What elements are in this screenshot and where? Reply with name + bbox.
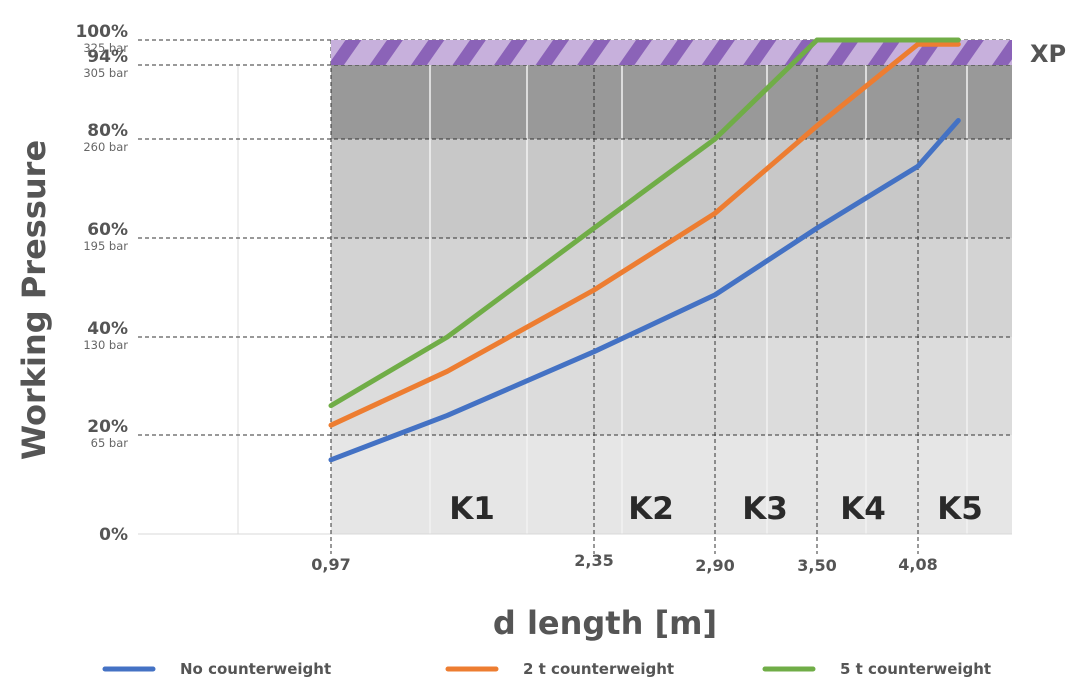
y-tick-bar-94: 305 bar — [83, 66, 128, 80]
y-tick-label-60: 60% — [87, 220, 128, 240]
pressure-band-4 — [331, 65, 1012, 139]
series-line-0 — [328, 118, 961, 463]
legend-label-1: 2 t counterweight — [523, 660, 674, 678]
x-tick-label-0,97: 0,97 — [311, 555, 350, 574]
zone-backgrounds — [331, 65, 1012, 534]
pressure-band-2 — [331, 238, 1012, 337]
y-tick-label-40: 40% — [87, 319, 128, 339]
zone-label-K5: K5 — [937, 491, 983, 527]
series-line-2 — [328, 37, 961, 409]
zone-label-K1: K1 — [449, 491, 495, 527]
y-tick-label-20: 20% — [87, 417, 128, 437]
x-tick-label-2,90: 2,90 — [695, 556, 734, 575]
x-axis-title: d length [m] — [493, 604, 717, 642]
x-tick-label-3,50: 3,50 — [797, 556, 836, 575]
legend-label-0: No counterweight — [180, 660, 331, 678]
y-axis-title: Working Pressure — [15, 140, 53, 460]
legend-label-2: 5 t counterweight — [840, 660, 991, 678]
series-line-1 — [328, 41, 961, 428]
zone-label-K4: K4 — [840, 491, 886, 527]
y-tick-label-80: 80% — [87, 121, 128, 141]
zone-label-K3: K3 — [742, 491, 788, 527]
y-tick-bar-20: 65 bar — [91, 436, 129, 450]
axis-labels: 0% 20%65 bar 40%130 bar 60%195 bar 80%260 ba… — [75, 22, 1066, 575]
y-tick-bar-80: 260 bar — [83, 140, 128, 154]
zone-label-K2: K2 — [628, 491, 674, 527]
pressure-band-0 — [331, 435, 1012, 534]
series-lines — [328, 37, 961, 463]
x-tick-label-2,35: 2,35 — [574, 551, 613, 570]
y-tick-bar-100: 325 bar — [83, 41, 128, 55]
y-tick-bar-60: 195 bar — [83, 239, 128, 253]
legend: No counterweight 2 t counterweight 5 t cou… — [102, 660, 991, 678]
y-tick-label-94: 94% — [87, 47, 128, 67]
pressure-band-3 — [331, 139, 1012, 238]
y-tick-bar-40: 130 bar — [83, 338, 128, 352]
y-tick-label-0: 0% — [99, 525, 128, 545]
x-tick-label-4,08: 4,08 — [898, 555, 937, 574]
xp-label: XP — [1030, 40, 1066, 68]
y-tick-label-100: 100% — [75, 22, 128, 42]
